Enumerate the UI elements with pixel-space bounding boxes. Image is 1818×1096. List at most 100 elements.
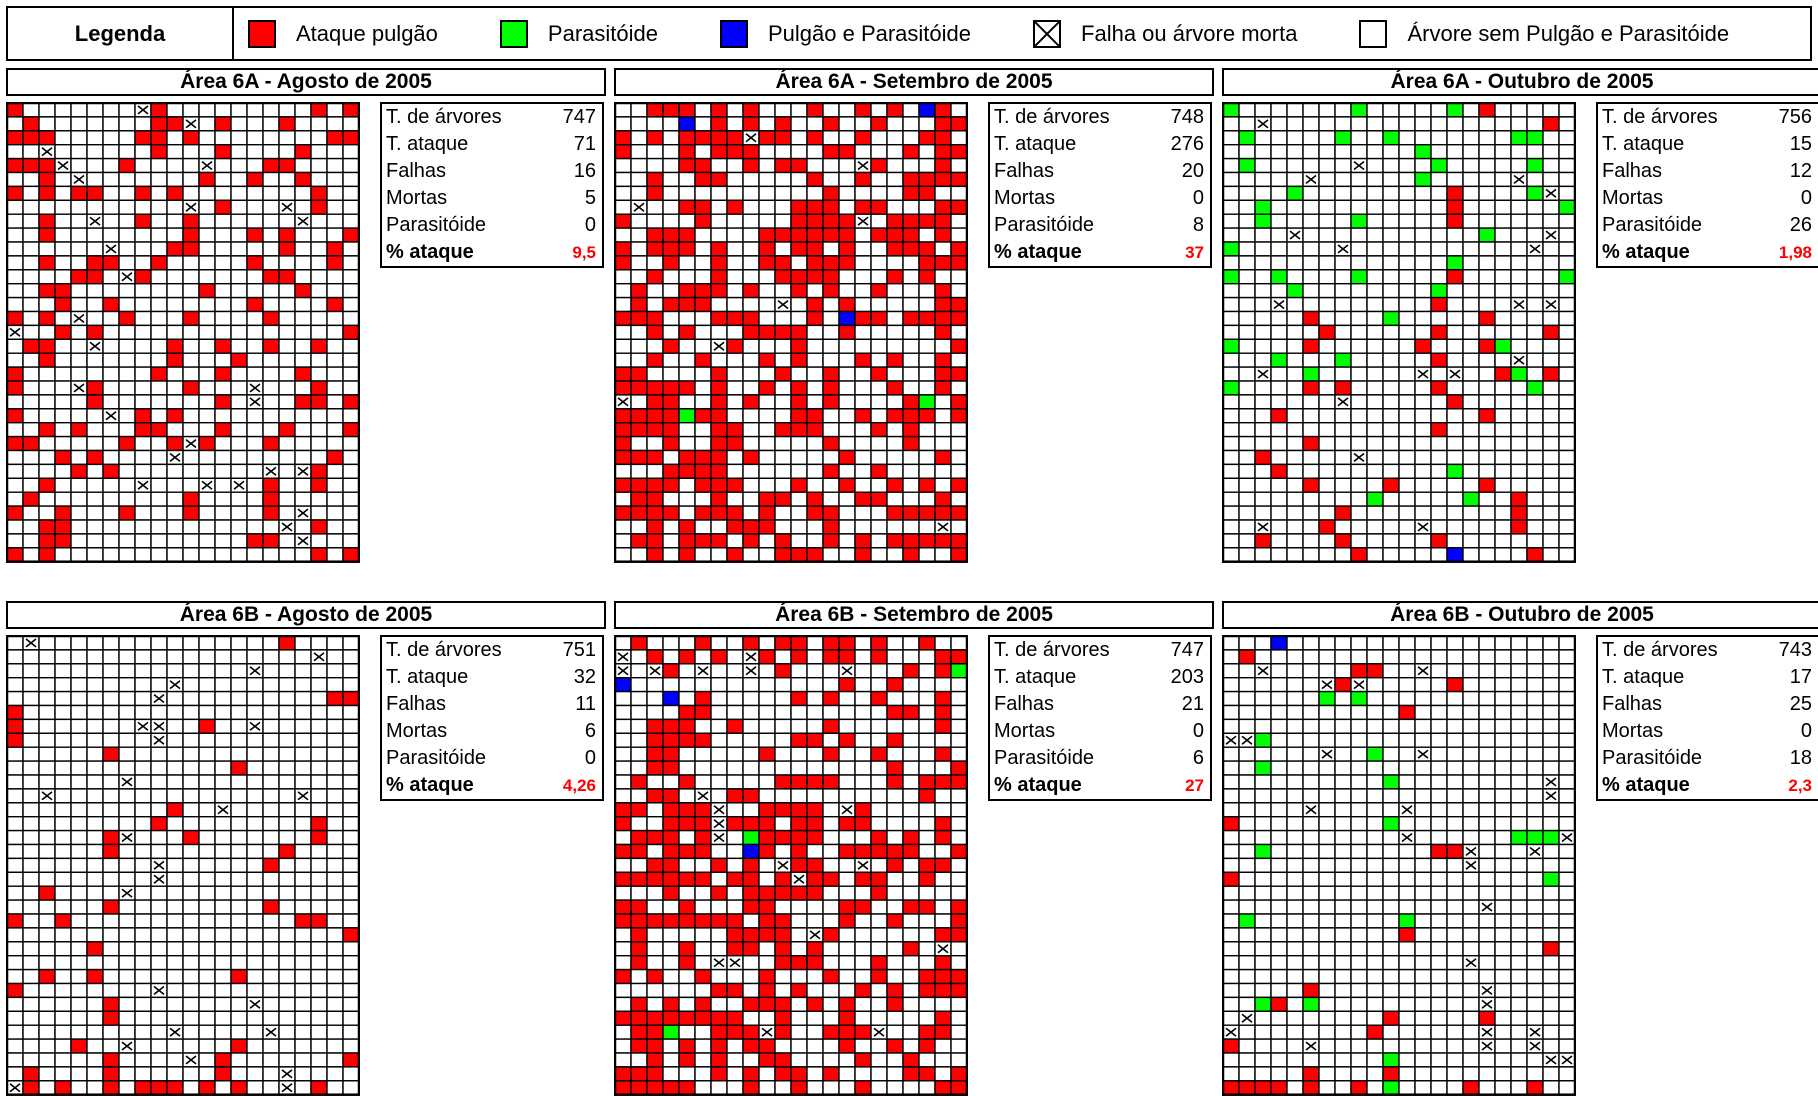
tree-cell-attack: [886, 505, 904, 521]
tree-cell-attack: [950, 968, 968, 985]
tree-cell-healthy: [1286, 269, 1304, 285]
tree-cell-healthy: [838, 171, 856, 188]
tree-cell-healthy: [838, 519, 856, 535]
tree-cell-healthy: [1430, 968, 1448, 985]
tree-cell-healthy: [742, 352, 760, 368]
tree-cell-healthy: [198, 102, 216, 118]
tree-cell-healthy: [1558, 296, 1576, 313]
tree-cell-healthy: [1366, 1066, 1384, 1082]
tree-cell-healthy: [806, 1066, 824, 1082]
tree-cell-attack: [790, 408, 808, 424]
tree-cell-healthy: [1414, 477, 1432, 493]
tree-cell-healthy: [1222, 477, 1240, 493]
tree-cell-healthy: [230, 296, 248, 313]
tree-cell-healthy: [1366, 885, 1384, 901]
tree-cell-healthy: [70, 324, 88, 340]
tree-cell-healthy: [1446, 519, 1464, 535]
tree-cell-healthy: [198, 144, 216, 160]
tree-cell-healthy: [182, 885, 200, 901]
tree-cell-healthy: [694, 649, 712, 665]
tree-cell-attack: [758, 746, 776, 762]
tree-cell-healthy: [1222, 663, 1240, 679]
tree-cell-healthy: [102, 802, 120, 818]
tree-cell-healthy: [278, 102, 296, 118]
tree-cell-healthy: [246, 269, 264, 285]
tree-cell-healthy: [1302, 352, 1320, 368]
tree-cell-healthy: [614, 1052, 632, 1068]
tree-cell-attack: [678, 1010, 696, 1026]
tree-cell-attack: [870, 422, 888, 438]
tree-cell-healthy: [1286, 241, 1304, 257]
tree-cell-healthy: [326, 338, 344, 354]
tree-cell-healthy: [1238, 241, 1256, 257]
tree-cell-healthy: [1478, 788, 1496, 804]
tree-cell-healthy: [166, 1010, 184, 1026]
tree-cell-healthy: [1270, 422, 1288, 438]
tree-cell-healthy: [902, 857, 920, 873]
tree-cell-healthy: [1238, 746, 1256, 762]
tree-grid: [614, 102, 968, 563]
stat-label: Parasitóide: [994, 214, 1095, 236]
tree-cell-healthy: [1238, 352, 1256, 368]
tree-cell-healthy: [118, 227, 136, 243]
tree-cell-healthy: [262, 102, 280, 118]
tree-cell-healthy: [278, 366, 296, 382]
tree-cell-healthy: [182, 955, 200, 971]
tree-cell-healthy: [22, 449, 40, 466]
tree-cell-healthy: [1558, 213, 1576, 229]
tree-cell-healthy: [758, 408, 776, 424]
tree-cell-healthy: [86, 533, 104, 549]
tree-cell-healthy: [86, 996, 104, 1012]
tree-cell-attack: [54, 505, 72, 521]
stat-value: 1,98: [1778, 242, 1812, 262]
tree-cell-healthy: [822, 815, 840, 832]
tree-cell-healthy: [934, 547, 952, 563]
tree-cell-healthy: [1430, 505, 1448, 521]
stat-row-failures: Falhas 12: [1598, 158, 1818, 185]
tree-cell-attack: [1430, 352, 1448, 368]
tree-cell-healthy: [1430, 746, 1448, 762]
tree-cell-healthy: [870, 941, 888, 957]
tree-cell-healthy: [726, 635, 744, 651]
tree-cell-healthy: [1510, 663, 1528, 679]
tree-cell-healthy: [310, 435, 328, 452]
tree-cell-attack: [774, 422, 792, 438]
failure-cross-mark: [281, 522, 293, 532]
tree-cell-attack: [790, 829, 808, 846]
tree-cell-attack: [854, 547, 872, 563]
tree-cell-attack: [822, 144, 840, 160]
tree-cell-healthy: [326, 788, 344, 804]
tree-cell-healthy: [1542, 380, 1560, 396]
tree-cell-healthy: [1318, 102, 1336, 118]
tree-cell-healthy: [1286, 477, 1304, 493]
tree-cell-healthy: [230, 449, 248, 466]
tree-cell-attack: [246, 227, 264, 243]
tree-cell-attack: [694, 282, 712, 299]
tree-cell-healthy: [1318, 857, 1336, 873]
tree-cell-healthy: [22, 1038, 40, 1054]
tree-cell-healthy: [870, 547, 888, 563]
tree-cell-healthy: [1238, 968, 1256, 985]
tree-cell-healthy: [1302, 1024, 1320, 1040]
tree-cell-healthy: [278, 394, 296, 410]
tree-cell-parasitoid: [1350, 102, 1368, 118]
tree-cell-healthy: [150, 157, 168, 174]
failure-cross-mark: [169, 680, 181, 690]
tree-cell-healthy: [774, 338, 792, 354]
tree-cell-attack: [838, 635, 856, 651]
stat-label: T. ataque: [1602, 133, 1685, 155]
tree-cell-healthy: [1526, 435, 1544, 452]
tree-cell-healthy: [902, 116, 920, 132]
tree-cell-healthy: [1366, 760, 1384, 776]
tree-cell-healthy: [774, 505, 792, 521]
tree-cell-healthy: [70, 352, 88, 368]
tree-cell-parasitoid: [1542, 829, 1560, 846]
tree-cell-healthy: [742, 185, 760, 202]
tree-cell-healthy: [230, 408, 248, 424]
tree-cell-healthy: [246, 241, 264, 257]
tree-cell-healthy: [918, 449, 936, 466]
tree-cell-healthy: [1398, 663, 1416, 679]
tree-cell-healthy: [1414, 677, 1432, 693]
stat-label: Parasitóide: [386, 747, 487, 769]
tree-cell-attack: [118, 505, 136, 521]
